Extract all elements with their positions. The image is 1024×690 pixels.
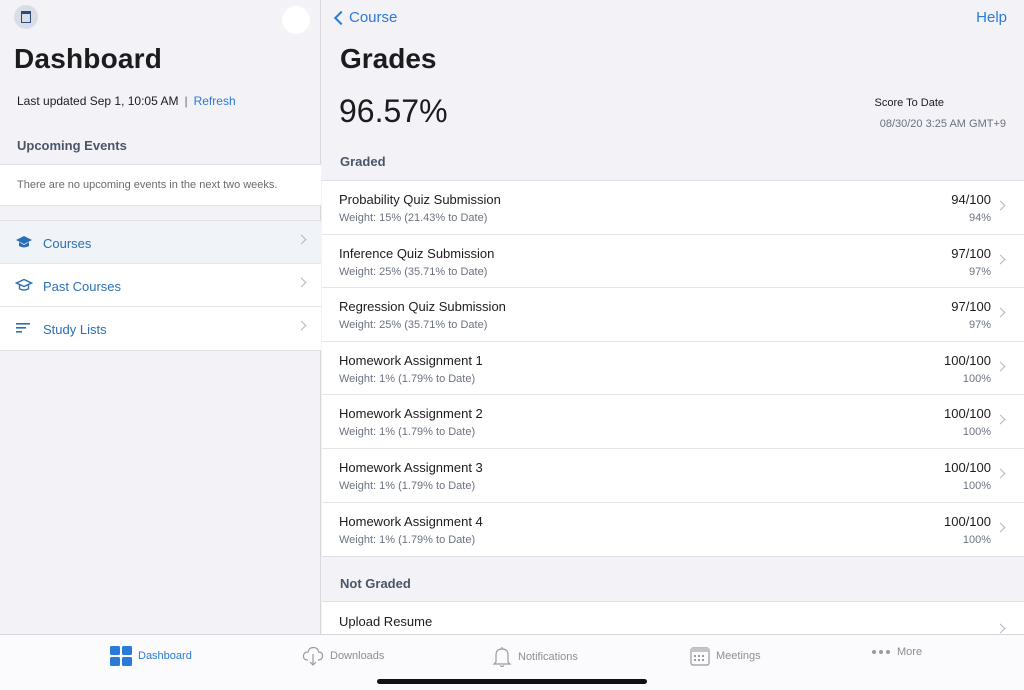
chevron-right-icon (296, 320, 307, 331)
back-button[interactable]: Course (333, 9, 398, 26)
tab-label: More (897, 646, 923, 658)
tab-label: Meetings (716, 650, 761, 662)
nav-item-label: Past Courses (43, 279, 122, 294)
assignment-weight: Weight: 1% (1.79% to Date) (339, 426, 476, 439)
chevron-right-icon (995, 361, 1006, 372)
graduation-cap-icon (16, 236, 32, 248)
assignment-weight: Weight: 15% (21.43% to Date) (339, 212, 488, 224)
assignment-weight: Weight: 25% (35.71% to Date) (339, 319, 488, 332)
assignment-name: Probability Quiz Submission (339, 192, 501, 207)
upcoming-events-heading: Upcoming Events (17, 138, 127, 153)
assignment-points: 100/100 (944, 406, 991, 422)
chevron-right-icon (995, 200, 1006, 211)
assignment-weight: Weight: 1% (1.79% to Date) (339, 479, 476, 492)
help-button[interactable]: Help (976, 9, 1007, 26)
assignment-name: Regression Quiz Submission (339, 299, 506, 315)
cloud-download-icon (302, 646, 324, 666)
assignment-weight: Weight: 25% (35.71% to Date) (339, 265, 488, 278)
assignment-points: 100/100 (944, 459, 991, 475)
assignment-points: 97/100 (951, 299, 991, 315)
calendar-icon (690, 647, 710, 666)
tab-meetings[interactable]: Meetings (690, 646, 761, 666)
assignment-percent: 97% (968, 265, 991, 278)
nav-item-study-lists[interactable]: Study Lists (0, 307, 321, 350)
upcoming-events-box: There are no upcoming events in the next… (0, 164, 321, 206)
bell-icon (492, 647, 512, 668)
chevron-right-icon (995, 522, 1006, 533)
list-icon (16, 323, 30, 333)
assignment-weight: Weight: 1% (1.79% to Date) (339, 372, 476, 385)
back-label: Course (349, 9, 398, 26)
chevron-right-icon (995, 468, 1006, 479)
separator: | (184, 94, 188, 108)
not-graded-row[interactable]: Upload Resume (322, 601, 1024, 634)
page-title: Grades (340, 43, 437, 74)
chevron-right-icon (995, 307, 1006, 318)
assignment-percent: 100% (962, 372, 991, 385)
tab-label: Notifications (518, 651, 578, 663)
graded-heading: Graded (340, 154, 386, 169)
home-indicator[interactable] (377, 679, 647, 684)
assignment-name: Homework Assignment 2 (339, 406, 483, 422)
nav-item-past-courses[interactable]: Past Courses (0, 264, 321, 307)
grade-row[interactable]: Homework Assignment 2 Weight: 1% (1.79% … (322, 395, 1024, 449)
upcoming-events-empty-text: There are no upcoming events in the next… (17, 179, 278, 191)
grade-row[interactable]: Homework Assignment 4 Weight: 1% (1.79% … (322, 503, 1024, 557)
assignment-percent: 100% (962, 533, 991, 546)
tab-downloads[interactable]: Downloads (302, 646, 384, 666)
assignment-points: 97/100 (951, 245, 991, 261)
chevron-right-icon (296, 234, 307, 245)
avatar[interactable] (282, 6, 310, 34)
tab-dashboard[interactable]: Dashboard (110, 646, 192, 666)
score-label: Score To Date (874, 97, 944, 109)
chevron-right-icon (995, 254, 1006, 265)
chevron-left-icon (333, 10, 349, 25)
grades-pane: Course Help Grades 96.57% Score To Date … (322, 0, 1024, 634)
dashboard-title: Dashboard (14, 43, 163, 74)
grade-row[interactable]: Regression Quiz Submission Weight: 25% (… (322, 288, 1024, 342)
nav-item-courses[interactable]: Courses (0, 221, 321, 264)
grade-row[interactable]: Probability Quiz Submission Weight: 15% … (322, 181, 1024, 235)
chevron-right-icon (995, 414, 1006, 425)
dashboard-nav: Courses Past Courses Study Lists (0, 220, 321, 351)
more-icon (872, 650, 890, 654)
assignment-name: Inference Quiz Submission (339, 245, 495, 261)
assignment-percent: 100% (962, 426, 991, 439)
assignment-percent: 97% (968, 319, 991, 332)
assignment-name: Homework Assignment 1 (339, 352, 483, 368)
nav-item-label: Courses (43, 236, 92, 251)
institution-logo-icon[interactable] (14, 5, 38, 29)
last-updated-text: Last updated Sep 1, 10:05 AM (17, 94, 179, 108)
assignment-name: Homework Assignment 4 (339, 513, 483, 529)
assignment-percent: 94% (968, 212, 991, 224)
chevron-right-icon (995, 623, 1006, 634)
score-date: 08/30/20 3:25 AM GMT+9 (879, 118, 1006, 130)
tab-notifications[interactable]: Notifications (492, 646, 578, 668)
score-value: 96.57% (339, 93, 448, 129)
graduation-cap-outline-icon (15, 278, 33, 291)
dashboard-pane: Dashboard Last updated Sep 1, 10:05 AM | R… (0, 0, 321, 634)
assignment-points: 94/100 (951, 192, 991, 207)
nav-item-label: Study Lists (43, 322, 107, 337)
grade-row[interactable]: Homework Assignment 1 Weight: 1% (1.79% … (322, 342, 1024, 396)
refresh-link[interactable]: Refresh (193, 94, 236, 108)
assignment-points: 100/100 (944, 513, 991, 529)
tab-label: Dashboard (138, 650, 192, 662)
assignment-name: Upload Resume (339, 614, 433, 629)
chevron-right-icon (296, 277, 307, 288)
graded-list: Probability Quiz Submission Weight: 15% … (322, 180, 1024, 558)
tab-label: Downloads (330, 650, 385, 662)
assignment-weight: Weight: 1% (1.79% to Date) (339, 533, 476, 546)
assignment-percent: 100% (962, 479, 991, 492)
not-graded-heading: Not Graded (340, 576, 411, 591)
grade-row[interactable]: Inference Quiz Submission Weight: 25% (3… (322, 235, 1024, 289)
assignment-name: Homework Assignment 3 (339, 459, 483, 475)
grade-row[interactable]: Homework Assignment 3 Weight: 1% (1.79% … (322, 449, 1024, 503)
last-updated: Last updated Sep 1, 10:05 AM | Refresh (17, 94, 236, 108)
assignment-points: 100/100 (944, 352, 991, 368)
tab-more[interactable]: More (871, 646, 922, 658)
grid-icon (110, 646, 132, 666)
